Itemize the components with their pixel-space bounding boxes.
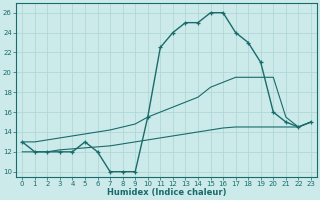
X-axis label: Humidex (Indice chaleur): Humidex (Indice chaleur) (107, 188, 226, 197)
